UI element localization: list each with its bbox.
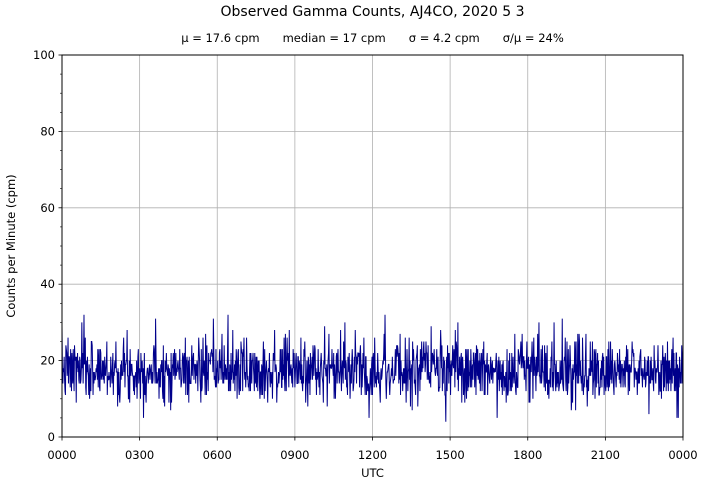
stat-sigma-ratio: σ/μ = 24% [502,31,564,45]
y-tick-label: 20 [40,354,55,368]
y-tick-label: 0 [48,430,55,444]
stat-sigma: σ = 4.2 cpm [408,31,480,45]
x-tick-label: 1500 [435,448,464,462]
x-tick-label: 2100 [591,448,620,462]
chart-stats-line: μ = 17.6 cpm median = 17 cpm σ = 4.2 cpm… [62,31,683,45]
x-axis-label: UTC [361,466,384,480]
chart-title: Observed Gamma Counts, AJ4CO, 2020 5 3 [220,4,525,20]
x-tick-label: 0000 [47,448,76,462]
gamma-counts-line [61,314,684,422]
stat-mean: μ = 17.6 cpm [181,31,260,45]
x-tick-label: 0600 [203,448,232,462]
y-tick-label: 60 [40,201,55,215]
y-axis-label: Counts per Minute (cpm) [4,174,18,317]
x-tick-label: 1800 [513,448,542,462]
y-tick-label: 100 [33,48,55,62]
x-tick-label: 1200 [358,448,387,462]
x-tick-label: 0000 [668,448,697,462]
plot-content: 0 20 40 60 80 100 0000 0300 0600 0900 1200 1500 1800… [33,48,698,462]
x-tick-label: 0900 [280,448,309,462]
y-tick-label: 40 [40,277,55,291]
stat-median: median = 17 cpm [282,31,386,45]
x-tick-label: 0300 [125,448,154,462]
y-tick-label: 80 [40,124,55,138]
